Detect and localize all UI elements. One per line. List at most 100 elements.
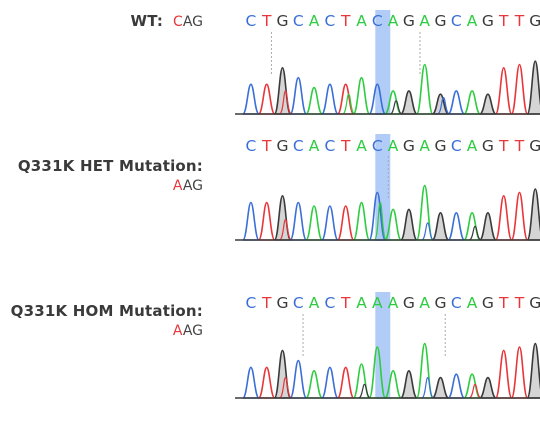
- base-letter: T: [340, 294, 351, 312]
- het-label-block: Q331K HET Mutation: AAG: [8, 157, 203, 194]
- base-letter: A: [356, 294, 367, 312]
- base-letter: T: [261, 12, 272, 30]
- trace-peak: [257, 201, 276, 241]
- wt-codon-mutated-base: C: [173, 14, 183, 30]
- base-letter: G: [434, 137, 446, 155]
- trace-peak: [479, 211, 497, 241]
- trace-secondary-peak: [342, 93, 356, 115]
- trace-peak: [384, 369, 402, 399]
- hom-codon-rest: AG: [182, 323, 203, 339]
- base-letter: A: [467, 294, 478, 312]
- base-letter: C: [372, 12, 383, 30]
- trace-secondary-peak: [373, 201, 387, 241]
- trace-peak: [321, 205, 339, 241]
- trace-peak: [463, 90, 481, 115]
- trace-secondary-peak: [468, 225, 482, 241]
- base-letter: A: [467, 12, 478, 30]
- trace-peak: [242, 201, 260, 241]
- base-letter: C: [372, 137, 383, 155]
- het-codon: AAG: [8, 178, 203, 194]
- trace-peak: [257, 366, 276, 399]
- base-letter: A: [388, 294, 399, 312]
- trace-peak: [447, 373, 465, 399]
- base-letter: A: [419, 294, 430, 312]
- base-letter: C: [324, 137, 335, 155]
- base-letter: G: [276, 12, 288, 30]
- trace-peak: [368, 346, 387, 399]
- trace-peak: [368, 83, 387, 115]
- trace-secondary-peak: [421, 376, 435, 399]
- trace-peak: [415, 63, 434, 115]
- base-letter: G: [276, 294, 288, 312]
- trace-secondary-peak: [279, 218, 292, 241]
- trace-secondary-peak: [279, 90, 292, 115]
- trace-peak: [242, 366, 260, 399]
- base-letter: C: [245, 294, 256, 312]
- trace-peak: [305, 86, 323, 115]
- base-letter: G: [276, 137, 288, 155]
- trace-peak: [526, 60, 540, 115]
- hom-title: Q331K HOM Mutation:: [10, 302, 203, 320]
- trace-peak: [321, 366, 339, 399]
- base-letter: C: [451, 12, 462, 30]
- base-letter: T: [514, 12, 525, 30]
- base-letter: G: [482, 137, 494, 155]
- trace-peak: [510, 346, 529, 399]
- base-letter: A: [388, 137, 399, 155]
- base-letter: T: [261, 294, 272, 312]
- trace-secondary-peak: [358, 383, 371, 399]
- trace-secondary-peak: [389, 100, 403, 115]
- base-letter: T: [498, 294, 509, 312]
- base-letter: T: [498, 12, 509, 30]
- wt-title: WT:: [130, 12, 164, 30]
- trace-peak: [336, 205, 355, 241]
- base-letter: G: [482, 12, 494, 30]
- trace-peak: [289, 76, 308, 115]
- base-letter: G: [403, 137, 415, 155]
- wt-label-block: WT: CAG: [8, 12, 203, 30]
- trace-peak: [400, 369, 418, 399]
- base-letter: A: [309, 294, 320, 312]
- trace-peak: [463, 373, 481, 399]
- trace-peak: [432, 376, 449, 399]
- base-letter: T: [498, 137, 509, 155]
- trace-peak: [526, 342, 540, 399]
- trace-peak: [494, 66, 513, 115]
- trace-secondary-peak: [279, 376, 292, 399]
- trace-peak: [289, 201, 308, 241]
- base-letter: G: [482, 294, 494, 312]
- base-letter: C: [293, 12, 304, 30]
- trace-peak: [494, 349, 513, 399]
- base-letter: C: [293, 137, 304, 155]
- trace-peak: [305, 205, 323, 241]
- trace-peak: [479, 376, 497, 399]
- base-letter: A: [309, 137, 320, 155]
- wt-codon-rest: AG: [182, 14, 203, 30]
- base-letter: C: [324, 294, 335, 312]
- base-letter: A: [419, 12, 430, 30]
- wt-codon: CAG: [173, 14, 203, 30]
- trace-peak: [447, 211, 466, 241]
- trace-peak: [526, 188, 540, 241]
- base-letter: C: [245, 12, 256, 30]
- trace-secondary-peak: [421, 222, 434, 241]
- hom-codon-mutated-base: A: [172, 323, 183, 339]
- trace-peak: [384, 208, 402, 241]
- trace-peak: [336, 83, 355, 115]
- trace-peak: [400, 90, 418, 115]
- base-letter: A: [467, 137, 478, 155]
- base-letter: G: [529, 137, 540, 155]
- trace-peak: [432, 93, 449, 115]
- base-letter: A: [419, 137, 430, 155]
- trace-secondary-peak: [468, 383, 482, 399]
- base-letter: A: [388, 12, 399, 30]
- trace-peak: [368, 191, 387, 241]
- trace-peak: [479, 93, 497, 115]
- het-codon-mutated-base: A: [172, 178, 183, 194]
- trace-peak: [289, 359, 308, 399]
- het-codon-rest: AG: [182, 178, 203, 194]
